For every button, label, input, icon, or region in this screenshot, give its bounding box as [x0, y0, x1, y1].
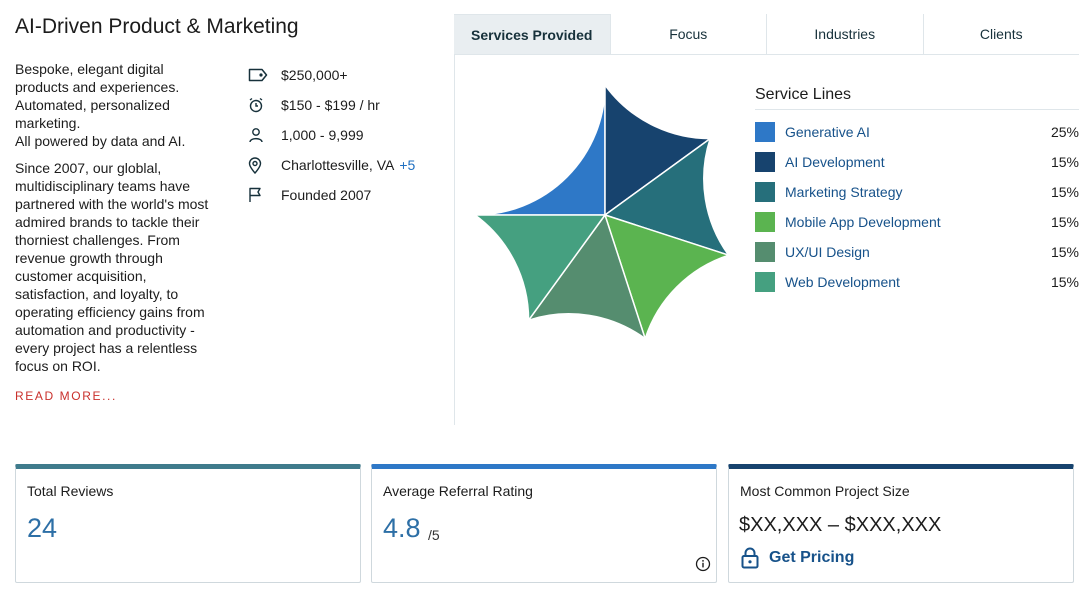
fact-text: 1,000 - 9,999: [281, 127, 364, 143]
description-paragraph: Bespoke, elegant digital products and ex…: [15, 61, 186, 149]
service-lines-legend: Service Lines Generative AI 25% AI Develop…: [755, 86, 1079, 297]
total-reviews-label: Total Reviews: [27, 483, 114, 499]
legend-percentage: 15%: [1050, 214, 1079, 230]
price-tag-icon: [248, 66, 281, 84]
fact-text: $250,000+: [281, 67, 348, 83]
person-icon: [248, 126, 281, 144]
fact-min-project: $250,000+: [248, 60, 448, 90]
lock-icon: [741, 547, 759, 569]
referral-rating-value: 4.8: [383, 513, 421, 543]
legend-list: Generative AI 25% AI Development 15% Marketi…: [755, 117, 1079, 297]
pie-slice-ux-ui-design[interactable]: [526, 213, 647, 341]
tab-services-provided[interactable]: Services Provided: [454, 14, 610, 54]
pie-slice-generative-ai[interactable]: [474, 84, 606, 216]
legend-swatch: [755, 242, 775, 262]
alarm-clock-icon: [248, 96, 281, 114]
company-description: Bespoke, elegant digital products and ex…: [15, 60, 225, 384]
legend-item[interactable]: Web Development 15%: [755, 267, 1079, 297]
fact-text: Charlottesville, VA: [281, 157, 395, 173]
page-title: AI-Driven Product & Marketing: [15, 15, 299, 38]
legend-swatch: [755, 272, 775, 292]
referral-rating-card: Average Referral Rating 4.8 /5: [371, 464, 717, 583]
project-size-label: Most Common Project Size: [740, 483, 910, 499]
total-reviews-card: Total Reviews 24: [15, 464, 361, 583]
legend-title: Service Lines: [755, 86, 1079, 110]
more-locations-link[interactable]: +5: [399, 157, 416, 173]
legend-percentage: 25%: [1050, 124, 1079, 140]
get-pricing-button[interactable]: Get Pricing: [740, 547, 854, 569]
service-lines-pie-chart: [474, 84, 732, 342]
read-more-link[interactable]: READ MORE...: [15, 389, 117, 403]
info-icon[interactable]: [695, 556, 711, 577]
referral-rating-label: Average Referral Rating: [383, 483, 533, 499]
referral-rating-scale: /5: [428, 527, 440, 543]
tab-industries[interactable]: Industries: [766, 14, 923, 54]
pie-slice-web-development[interactable]: [474, 214, 607, 323]
legend-percentage: 15%: [1050, 244, 1079, 260]
legend-label: Web Development: [785, 274, 900, 290]
tab-focus[interactable]: Focus: [609, 14, 767, 54]
legend-label: AI Development: [785, 154, 885, 170]
legend-percentage: 15%: [1050, 154, 1079, 170]
legend-percentage: 15%: [1050, 274, 1079, 290]
legend-item[interactable]: Generative AI 25%: [755, 117, 1079, 147]
company-facts: $250,000+ $150 - $199 / hr 1,000 - 9,999…: [248, 60, 448, 210]
project-size-range: $XX,XXX – $XXX,XXX: [739, 514, 942, 536]
legend-label: UX/UI Design: [785, 244, 870, 260]
legend-percentage: 15%: [1050, 184, 1079, 200]
fact-location: Charlottesville, VA +5: [248, 150, 448, 180]
project-size-card: Most Common Project Size $XX,XXX – $XXX,…: [728, 464, 1074, 583]
legend-swatch: [755, 122, 775, 142]
flag-icon: [248, 186, 281, 204]
fact-hourly-rate: $150 - $199 / hr: [248, 90, 448, 120]
section-divider: [454, 14, 455, 425]
tab-bar: Services Provided Focus Industries Clien…: [454, 14, 1079, 55]
legend-item[interactable]: Mobile App Development 15%: [755, 207, 1079, 237]
legend-item[interactable]: AI Development 15%: [755, 147, 1079, 177]
pie-slice-ai-development[interactable]: [604, 84, 713, 217]
fact-text: Founded 2007: [281, 187, 372, 203]
fact-founded: Founded 2007: [248, 180, 448, 210]
get-pricing-label: Get Pricing: [769, 549, 855, 566]
total-reviews-value: 24: [27, 513, 58, 543]
fact-text: $150 - $199 / hr: [281, 97, 380, 113]
legend-item[interactable]: Marketing Strategy 15%: [755, 177, 1079, 207]
pie-slice-marketing-strategy[interactable]: [603, 136, 731, 257]
legend-swatch: [755, 152, 775, 172]
description-paragraph: Since 2007, our globlal, multidisciplina…: [15, 160, 209, 374]
legend-item[interactable]: UX/UI Design 15%: [755, 237, 1079, 267]
legend-swatch: [755, 212, 775, 232]
legend-label: Marketing Strategy: [785, 184, 903, 200]
tab-clients[interactable]: Clients: [922, 14, 1080, 54]
legend-label: Mobile App Development: [785, 214, 941, 230]
fact-employees: 1,000 - 9,999: [248, 120, 448, 150]
map-pin-icon: [248, 156, 281, 174]
legend-swatch: [755, 182, 775, 202]
legend-label: Generative AI: [785, 124, 870, 140]
